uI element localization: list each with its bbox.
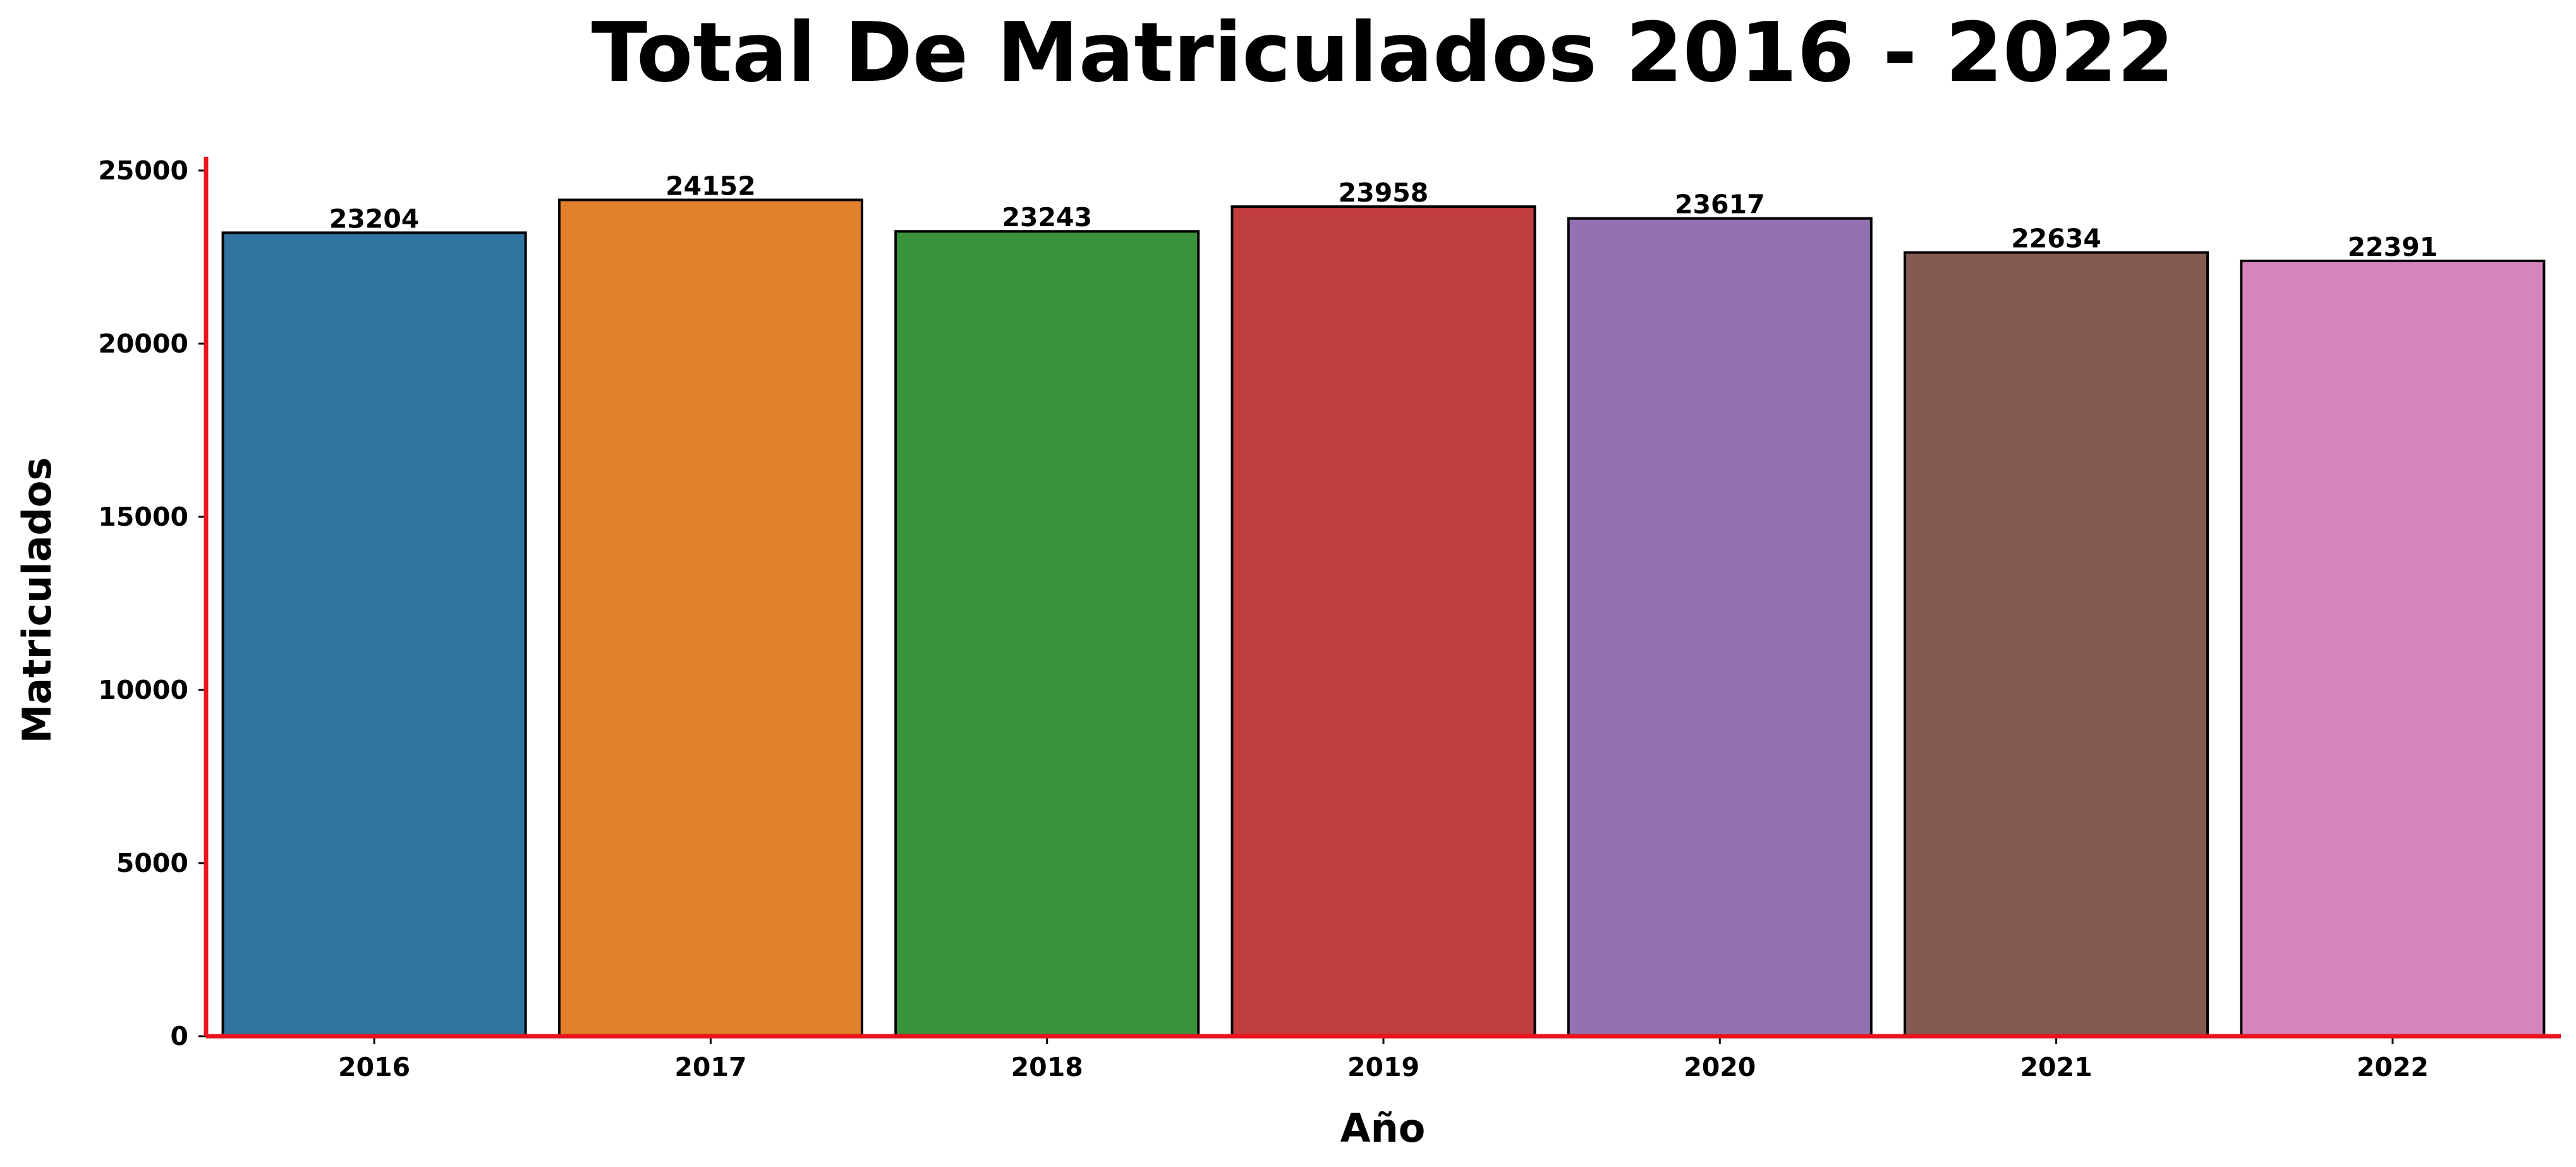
x-tick-label-2016: 2016: [338, 1052, 410, 1082]
x-axis-ticks: 2016 2017 2018 2019 2020 2021 2022: [338, 1036, 2429, 1082]
data-label-2017: 24152: [665, 171, 756, 201]
data-label-2022: 22391: [2348, 232, 2438, 262]
bar-2021: [1904, 251, 2209, 1037]
y-axis-label: Matriculados: [14, 457, 60, 744]
x-tick-label-2019: 2019: [1347, 1052, 1419, 1082]
x-tick-label-2021: 2021: [2020, 1052, 2093, 1082]
y-tick-label-0: 0: [170, 1021, 188, 1051]
chart-title: Total De Matriculados 2016 - 2022: [592, 4, 2175, 100]
y-tick-label-10000: 10000: [98, 675, 188, 705]
data-label-2016: 23204: [329, 203, 420, 234]
bar-2016: [221, 231, 527, 1038]
y-tick-label-5000: 5000: [116, 848, 188, 878]
bar-2019: [1230, 205, 1536, 1038]
x-tick-label-2020: 2020: [1684, 1052, 1756, 1082]
data-labels-group: 23204 24152 23243 23958 23617 22634 22391: [329, 171, 2438, 262]
data-label-2019: 23958: [1339, 178, 1429, 208]
bar-2018: [894, 230, 1200, 1037]
y-axis-ticks: 0 5000 10000 15000 20000 25000: [98, 155, 206, 1051]
x-tick-label-2022: 2022: [2357, 1052, 2429, 1082]
data-label-2018: 23243: [1002, 202, 1092, 233]
bar-2020: [1567, 217, 1873, 1038]
y-tick-label-15000: 15000: [98, 502, 188, 532]
bar-2017: [557, 198, 863, 1038]
data-label-2021: 22634: [2011, 224, 2101, 254]
y-tick-label-25000: 25000: [98, 155, 188, 186]
x-tick-label-2018: 2018: [1011, 1052, 1083, 1082]
bar-2022: [2240, 259, 2546, 1037]
x-axis-label: Año: [1340, 1105, 1426, 1151]
data-label-2020: 23617: [1675, 190, 1765, 220]
y-tick-label-20000: 20000: [98, 329, 188, 359]
x-tick-label-2017: 2017: [674, 1052, 746, 1082]
bars-group: [221, 198, 2546, 1038]
